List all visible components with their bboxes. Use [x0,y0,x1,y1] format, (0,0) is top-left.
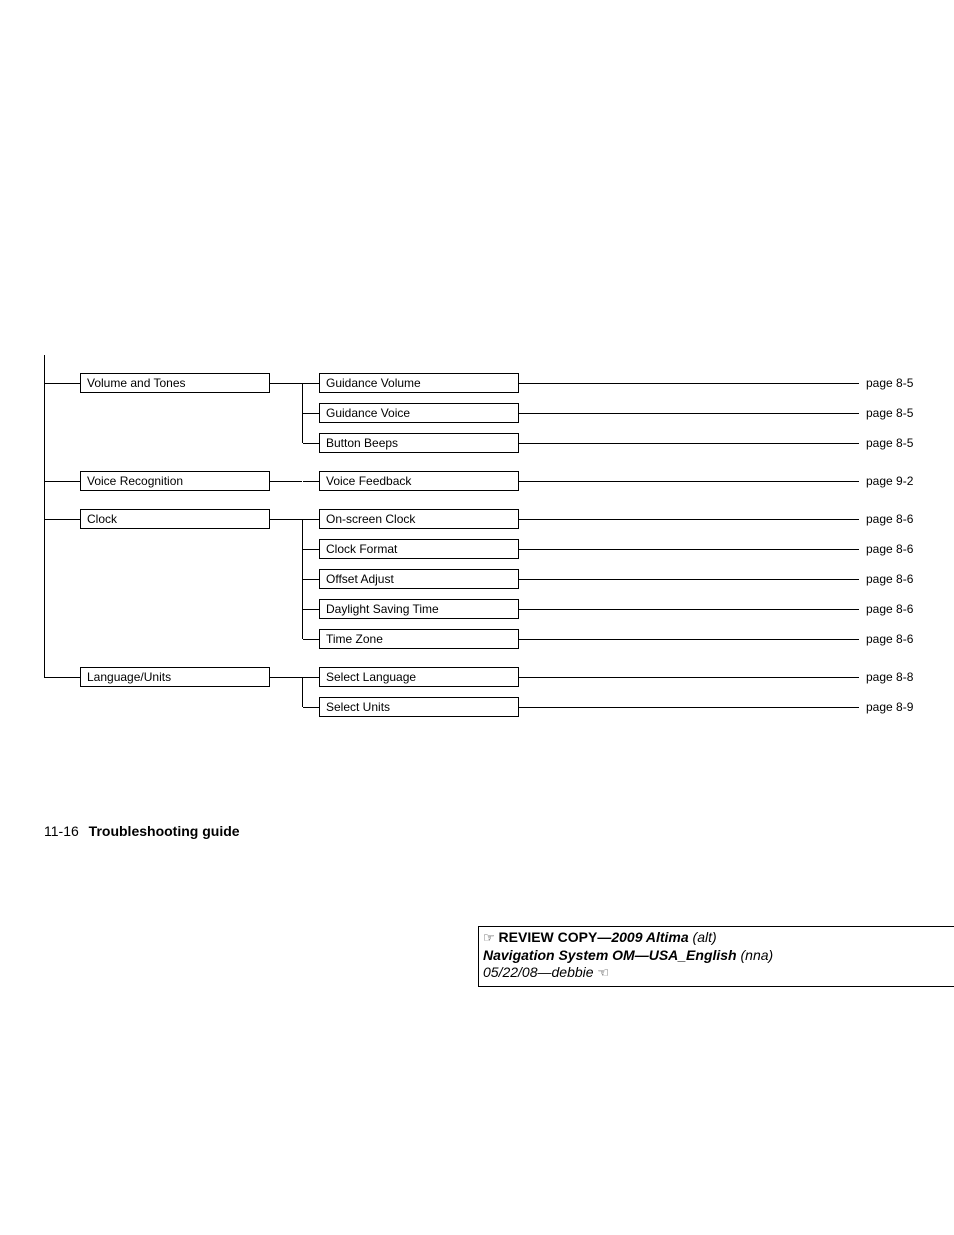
page-reference: page 8-9 [866,700,913,714]
pointing-left-icon: ☜ [597,965,609,981]
tree-connector [303,413,319,414]
tree-connector [303,707,319,708]
tree-connector [45,481,80,482]
tree-connector [270,481,302,482]
setting-item-box: Daylight Saving Time [319,599,519,619]
page-ref-line [519,549,859,550]
page-reference: page 8-6 [866,542,913,556]
review-doc-suffix: (nna) [737,947,774,963]
setting-item-box: On-screen Clock [319,509,519,529]
page-reference: page 8-8 [866,670,913,684]
setting-item-box: Clock Format [319,539,519,559]
tree-connector [270,519,302,520]
tree-child-trunk [302,677,303,707]
tree-trunk [44,355,45,678]
page-ref-line [519,677,859,678]
page-ref-line [519,639,859,640]
page-ref-line [519,707,859,708]
pointing-right-icon: ☞ [483,930,495,946]
page-reference: page 8-5 [866,406,913,420]
page-reference: page 8-5 [866,436,913,450]
page-number: 11-16 [44,823,79,839]
tree-connector [303,639,319,640]
review-date-author: 05/22/08—debbie [483,964,594,980]
section-title: Troubleshooting guide [89,823,240,839]
category-box: Voice Recognition [80,471,270,491]
page-ref-line [519,481,859,482]
tree-connector [303,579,319,580]
review-copy-box: ☞ REVIEW COPY—2009 Altima (alt) Navigati… [478,926,954,987]
setting-item-box: Offset Adjust [319,569,519,589]
review-line-1: ☞ REVIEW COPY—2009 Altima (alt) [483,929,950,947]
setting-item-box: Select Language [319,667,519,687]
page-ref-line [519,443,859,444]
tree-connector [303,677,319,678]
tree-connector [45,519,80,520]
review-model-suffix: (alt) [689,929,717,945]
review-line-2: Navigation System OM—USA_English (nna) [483,947,950,965]
tree-connector [303,519,319,520]
page-ref-line [519,413,859,414]
review-model: 2009 Altima [611,929,688,945]
tree-connector [45,383,80,384]
review-line-3: 05/22/08—debbie ☜ [483,964,950,982]
tree-connector [303,443,319,444]
page-reference: page 8-6 [866,512,913,526]
setting-item-box: Voice Feedback [319,471,519,491]
page-reference: page 8-5 [866,376,913,390]
tree-connector [303,609,319,610]
page-footer: 11-16 Troubleshooting guide [44,823,240,839]
tree-connector [303,481,319,482]
setting-item-box: Guidance Voice [319,403,519,423]
setting-item-box: Button Beeps [319,433,519,453]
page-ref-line [519,519,859,520]
category-box: Language/Units [80,667,270,687]
category-box: Clock [80,509,270,529]
tree-connector [303,383,319,384]
setting-item-box: Select Units [319,697,519,717]
review-doc-title: Navigation System OM—USA_English [483,947,737,963]
review-copy-label: REVIEW COPY— [499,929,612,945]
page-reference: page 9-2 [866,474,913,488]
setting-item-box: Guidance Volume [319,373,519,393]
page-ref-line [519,609,859,610]
page-ref-line [519,383,859,384]
category-box: Volume and Tones [80,373,270,393]
page-root: Volume and Tones Guidance Volume page 8-5 G… [0,0,954,1235]
page-reference: page 8-6 [866,572,913,586]
tree-connector [45,677,80,678]
setting-item-box: Time Zone [319,629,519,649]
page-reference: page 8-6 [866,632,913,646]
tree-connector [270,677,302,678]
page-reference: page 8-6 [866,602,913,616]
tree-connector [303,549,319,550]
tree-connector [270,383,302,384]
page-ref-line [519,579,859,580]
